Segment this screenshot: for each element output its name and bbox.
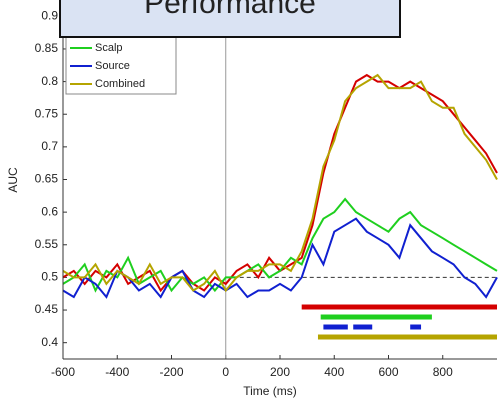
y-tick-label: 0.4 xyxy=(41,335,58,349)
y-tick-label: 0.7 xyxy=(41,139,58,153)
y-tick-label: 0.45 xyxy=(35,302,59,316)
x-axis-label: Time (ms) xyxy=(243,384,297,398)
title-box xyxy=(59,0,401,38)
y-tick-label: 0.65 xyxy=(35,172,59,186)
legend-label: Combined xyxy=(95,78,145,90)
y-tick-label: 0.9 xyxy=(41,8,58,22)
x-tick-label: 400 xyxy=(324,365,344,379)
x-tick-label: 0 xyxy=(222,365,229,379)
legend-label: Source xyxy=(95,60,130,72)
series-line xyxy=(62,73,498,293)
y-tick-label: 0.6 xyxy=(41,204,58,218)
y-tick-label: 0.85 xyxy=(35,41,59,55)
x-tick-label: 200 xyxy=(270,365,290,379)
x-tick-label: 600 xyxy=(378,365,398,379)
x-tick-label: 800 xyxy=(433,365,453,379)
series-line xyxy=(62,197,498,293)
chart-title: Performance xyxy=(144,0,316,20)
x-tick-label: -200 xyxy=(159,365,183,379)
y-axis-label: AUC xyxy=(6,167,20,193)
y-tick-label: 0.55 xyxy=(35,237,59,251)
x-tick-label: -600 xyxy=(51,365,75,379)
legend-label: Scalp xyxy=(95,42,123,54)
series-line xyxy=(62,217,498,299)
y-tick-label: 0.8 xyxy=(41,74,58,88)
x-tick-label: -400 xyxy=(105,365,129,379)
y-tick-label: 0.5 xyxy=(41,270,58,284)
y-tick-label: 0.75 xyxy=(35,106,59,120)
